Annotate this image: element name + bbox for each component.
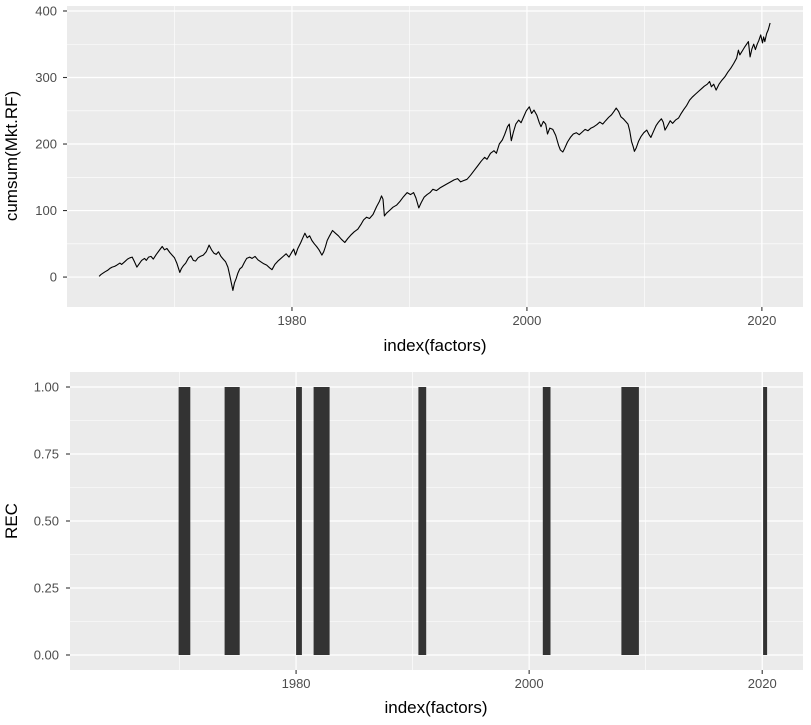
recession-bar: [621, 387, 639, 656]
y-tick-label: 1.00: [34, 380, 59, 395]
recession-bar: [418, 387, 427, 656]
x-tick-label: 1980: [282, 676, 311, 691]
x-tick-label: 2000: [515, 676, 544, 691]
y-tick-label: 200: [35, 137, 57, 152]
y-tick-label: 0.50: [34, 514, 59, 529]
y-tick-label: 300: [35, 70, 57, 85]
recession-bar: [178, 387, 191, 656]
cumsum-panel: 1980 2000 2020 0 100 200 300 400: [35, 3, 803, 328]
recession-bar: [313, 387, 330, 656]
x-tick-label: 2000: [512, 313, 541, 328]
x-tick-label: 1980: [278, 313, 307, 328]
panel-background: [67, 6, 803, 307]
cumsum-series-line: [98, 22, 771, 291]
y-tick-label: 0: [50, 270, 57, 285]
recession-bar: [763, 387, 768, 656]
y-tick-label: 0.00: [34, 647, 59, 662]
recession-bar: [224, 387, 240, 656]
cumsum-x-axis-title: index(factors): [384, 336, 487, 355]
y-tick-label: 0.25: [34, 580, 59, 595]
y-tick-label: 100: [35, 203, 57, 218]
recession-bar: [542, 387, 551, 656]
rec-y-axis-title: REC: [2, 503, 21, 539]
y-tick-label: 0.75: [34, 447, 59, 462]
recession-bar-chart: 1980 2000 2020 0.00 0.25 0.50 0.75 1.00 index(f…: [2, 372, 803, 717]
cumsum-y-axis-title: cumsum(Mkt.RF): [2, 91, 21, 221]
rec-x-axis-title: index(factors): [385, 698, 488, 717]
recession-bar: [296, 387, 302, 656]
y-tick-label: 400: [35, 3, 57, 18]
rec-panel: 1980 2000 2020 0.00 0.25 0.50 0.75 1.00: [34, 372, 803, 691]
x-tick-label: 2020: [748, 676, 777, 691]
cumsum-line-chart: 1980 2000 2020 0 100 200 300 400 index(factors)…: [2, 3, 803, 355]
x-tick-label: 2020: [747, 313, 776, 328]
